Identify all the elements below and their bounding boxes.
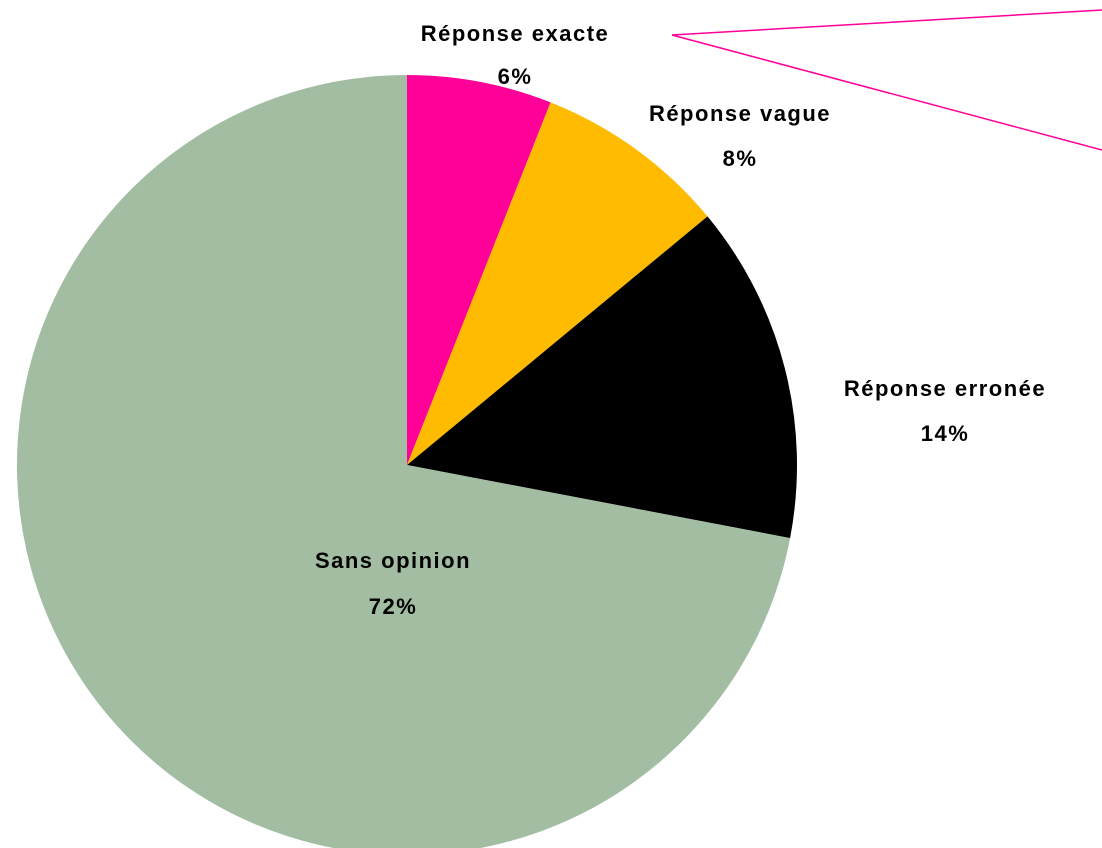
pie-slice (407, 216, 797, 539)
pie-slice (17, 75, 791, 848)
pie-slice (407, 102, 708, 465)
leader-line (671, 9, 1102, 36)
slice-label: Réponse erronée (844, 376, 1046, 401)
pie-slice (407, 75, 551, 465)
value-label: 72% (369, 594, 418, 619)
value-label: 6% (498, 64, 533, 89)
slice-label: Réponse exacte (421, 21, 610, 46)
slice-label: Réponse vague (649, 101, 831, 126)
slice-label: Sans opinion (315, 548, 471, 573)
leader-line (671, 34, 1102, 151)
value-label: 8% (723, 146, 758, 171)
value-label: 14% (921, 421, 970, 446)
